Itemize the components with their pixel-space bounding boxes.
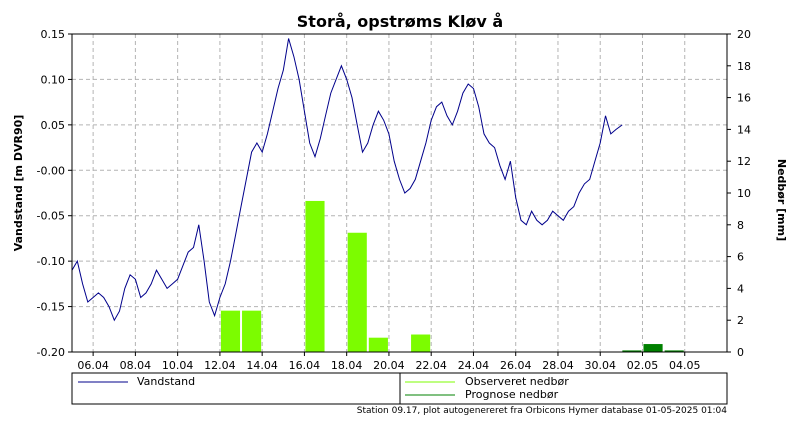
left-tick-label: -0.10 bbox=[37, 255, 65, 268]
right-tick-label: 6 bbox=[737, 251, 744, 264]
precip-bar bbox=[242, 310, 262, 352]
x-tick-label: 08.04 bbox=[120, 359, 152, 372]
right-tick-label: 8 bbox=[737, 219, 744, 232]
precip-bar bbox=[622, 350, 642, 352]
x-tick-label: 24.04 bbox=[458, 359, 490, 372]
vandstand-line bbox=[71, 38, 623, 322]
x-tick-label: 10.04 bbox=[162, 359, 194, 372]
x-tick-label: 12.04 bbox=[204, 359, 236, 372]
precip-bar bbox=[347, 232, 367, 352]
precip-bar bbox=[368, 337, 388, 352]
right-tick-label: 20 bbox=[737, 28, 751, 41]
legend: Vandstand Observeret nedbør Prognose ned… bbox=[71, 372, 728, 405]
right-axis-label: Nedbør [mm] bbox=[775, 159, 788, 241]
precip-bar bbox=[220, 310, 241, 352]
right-tick-label: 12 bbox=[737, 155, 751, 168]
right-tick-label: 16 bbox=[737, 92, 751, 105]
right-tick-label: 10 bbox=[737, 187, 751, 200]
legend-label-vandstand: Vandstand bbox=[137, 375, 195, 388]
precip-bar bbox=[664, 350, 684, 352]
precipitation-bars bbox=[220, 200, 684, 352]
legend-label-observeret: Observeret nedbør bbox=[465, 375, 569, 388]
left-axis-ticks: 0.15 0.10 0.05 -0.00 -0.05 -0.10 -0.15 -0.20 bbox=[37, 28, 72, 359]
right-tick-label: 0 bbox=[737, 346, 744, 359]
right-tick-label: 4 bbox=[737, 282, 744, 295]
x-tick-label: 26.04 bbox=[500, 359, 532, 372]
right-tick-label: 2 bbox=[737, 314, 744, 327]
x-tick-label: 04.05 bbox=[669, 359, 701, 372]
grid bbox=[72, 34, 727, 352]
x-tick-label: 14.04 bbox=[246, 359, 278, 372]
x-tick-label: 02.05 bbox=[627, 359, 659, 372]
footer-text: Station 09.17, plot autogenereret fra Or… bbox=[357, 406, 728, 416]
x-tick-label: 18.04 bbox=[331, 359, 363, 372]
right-tick-label: 18 bbox=[737, 60, 751, 73]
left-tick-label: -0.15 bbox=[37, 301, 65, 314]
left-tick-label: 0.10 bbox=[41, 73, 66, 86]
x-tick-label: 06.04 bbox=[77, 359, 109, 372]
left-axis-label: Vandstand [m DVR90] bbox=[12, 115, 25, 252]
precip-bar bbox=[411, 334, 431, 352]
left-tick-label: -0.20 bbox=[37, 346, 65, 359]
x-tick-label: 22.04 bbox=[415, 359, 447, 372]
left-tick-label: 0.05 bbox=[41, 119, 66, 132]
x-axis-ticks: 06.04 08.04 10.04 12.04 14.04 16.04 18.04 20.04… bbox=[77, 352, 700, 372]
x-tick-label: 30.04 bbox=[584, 359, 616, 372]
legend-label-prognose: Prognose nedbør bbox=[465, 388, 559, 401]
x-tick-label: 28.04 bbox=[542, 359, 574, 372]
precip-bar bbox=[643, 344, 663, 352]
left-tick-label: 0.15 bbox=[41, 28, 66, 41]
left-tick-label: -0.00 bbox=[37, 164, 65, 177]
precip-bar bbox=[305, 200, 325, 352]
left-tick-label: -0.05 bbox=[37, 210, 65, 223]
x-tick-label: 20.04 bbox=[373, 359, 405, 372]
x-tick-label: 16.04 bbox=[289, 359, 321, 372]
chart-title: Storå, opstrøms Kløv å bbox=[297, 12, 503, 31]
right-tick-label: 14 bbox=[737, 123, 751, 136]
